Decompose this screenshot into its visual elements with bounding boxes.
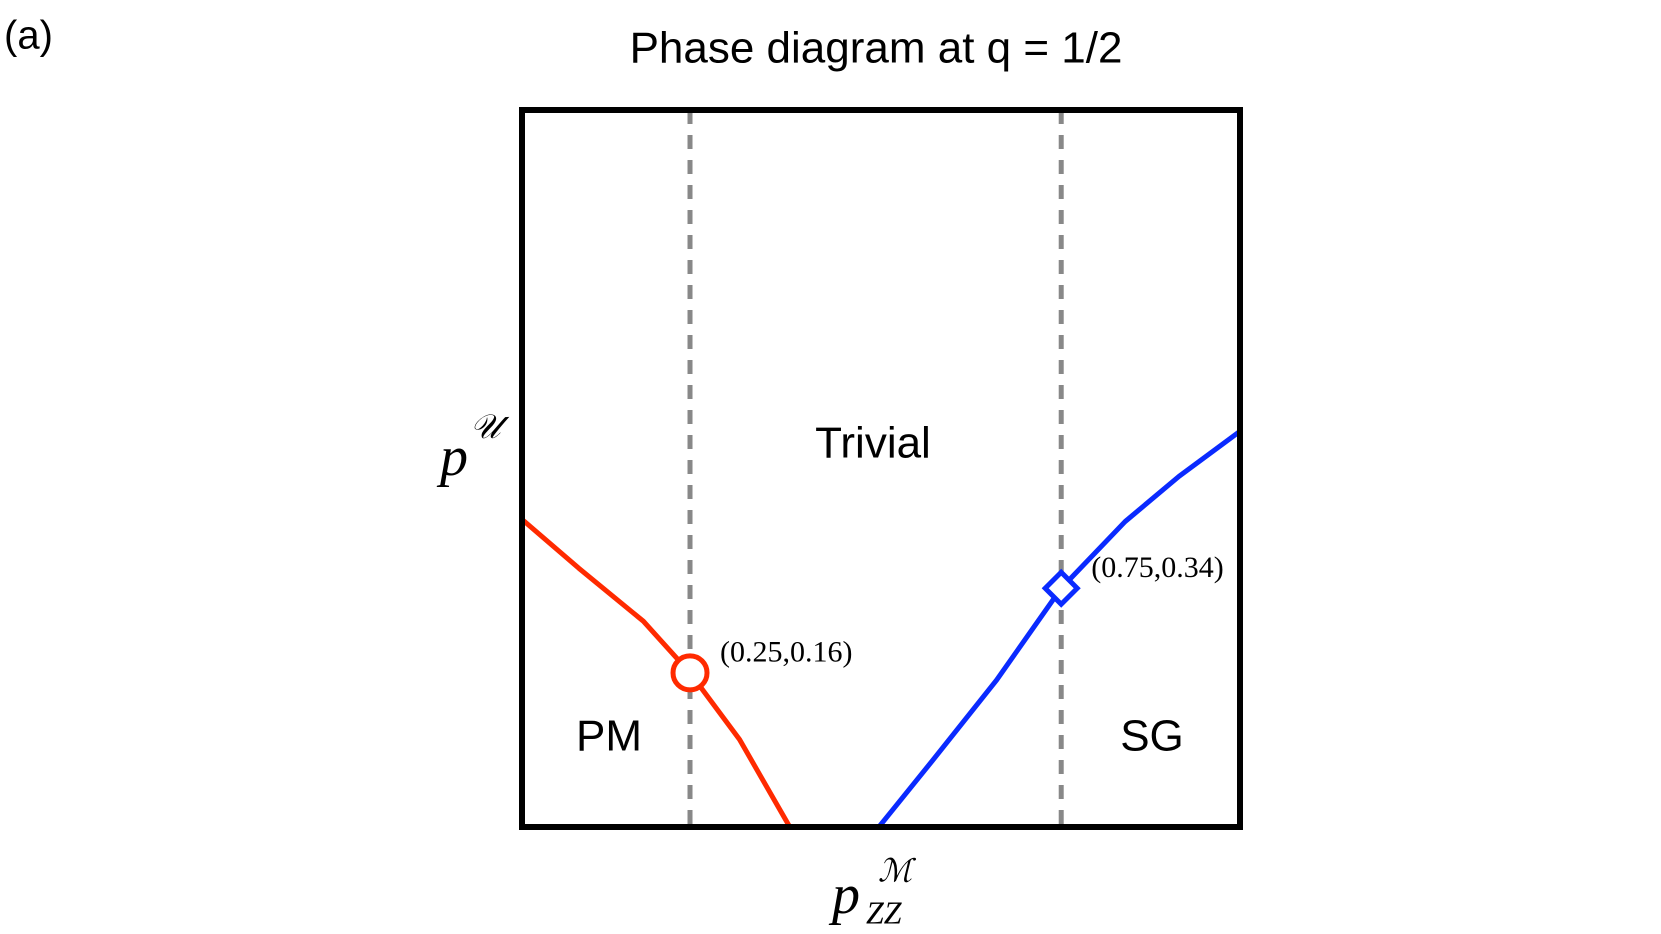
x-axis-label: p ZZ ℳ [828,852,917,930]
y-label-base: p [436,426,468,488]
plot-frame [519,107,1243,830]
region-label: PM [576,712,642,761]
critical-point [1041,568,1081,608]
y-label-sup: 𝒰 [470,409,510,446]
x-label-sub: ZZ [866,894,903,930]
x-label-sup: ℳ [878,852,917,888]
y-axis-label: p 𝒰 [436,409,510,488]
phase-boundary [520,517,792,829]
critical-point [670,653,710,693]
point-annotation: (0.75,0.34) [1091,551,1223,584]
chart-title: Phase diagram at q = 1/2 [630,24,1123,73]
x-label-base: p [828,864,860,926]
panel-label: (a) [4,14,53,58]
region-label: SG [1120,712,1184,761]
point-annotation: (0.25,0.16) [720,636,852,669]
region-label: Trivial [815,419,931,468]
